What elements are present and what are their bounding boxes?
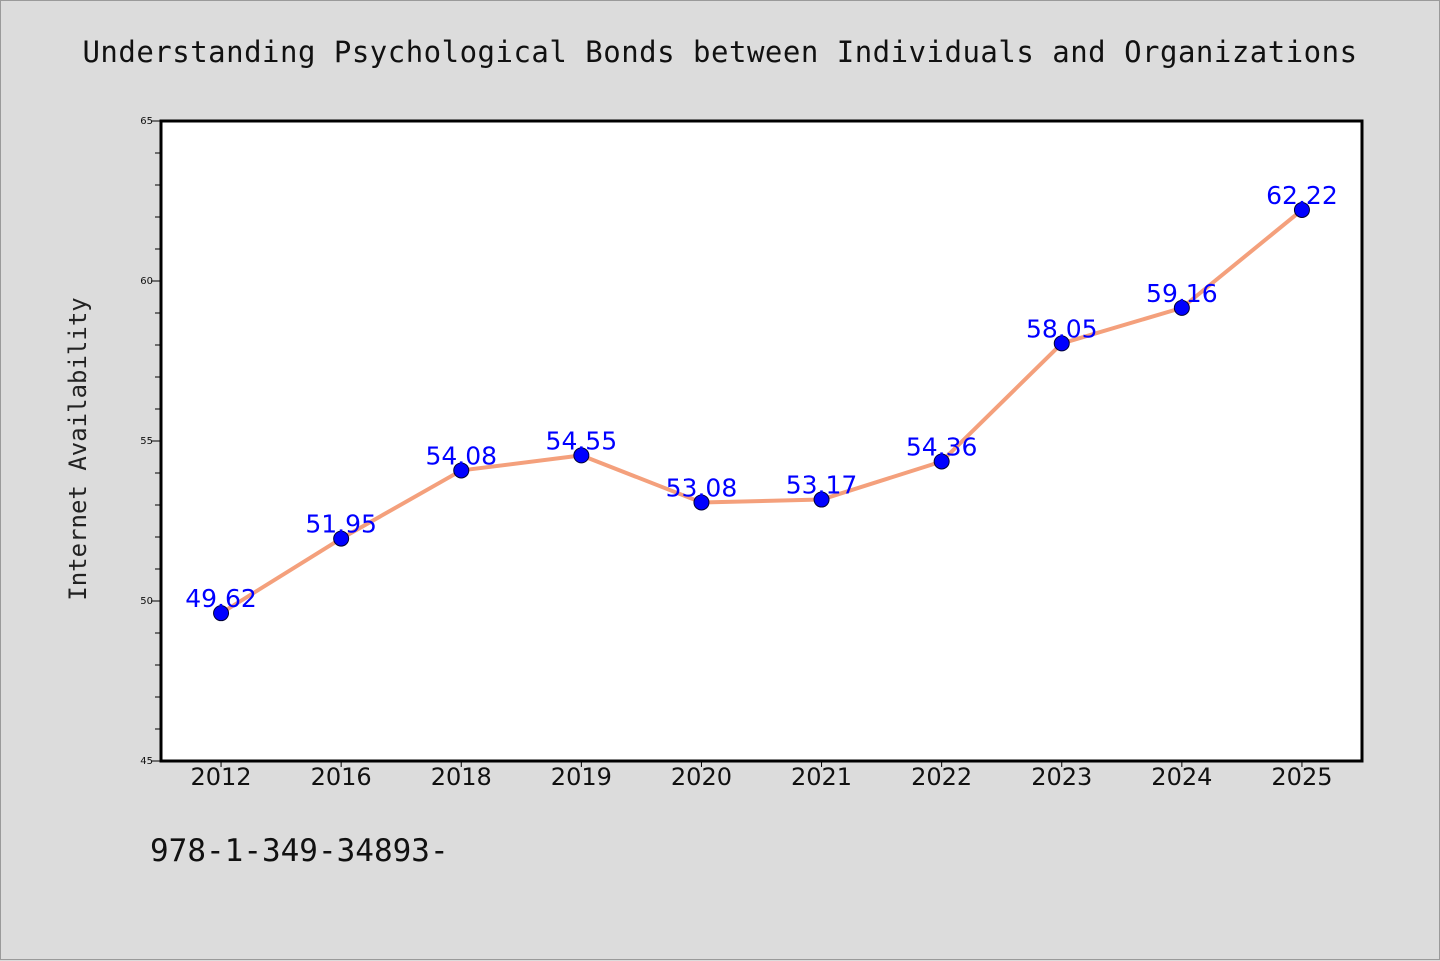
data-label: 51.95 (305, 510, 377, 539)
x-tick-label: 2024 (1151, 763, 1212, 791)
data-point (933, 453, 950, 470)
x-tick-label: 2021 (791, 763, 852, 791)
data-point (693, 494, 710, 511)
plot-area (159, 119, 1364, 763)
x-tick-label: 2016 (311, 763, 372, 791)
data-point (1053, 335, 1070, 352)
x-tick-label: 2022 (911, 763, 972, 791)
data-label: 54.36 (906, 432, 978, 461)
data-label: 53.08 (666, 473, 738, 502)
chart-title: Understanding Psychological Bonds betwee… (82, 35, 1358, 69)
x-tick-label: 2025 (1271, 763, 1332, 791)
y-axis: 45 50 55 60 65 (140, 116, 161, 767)
y-axis-label: Internet Availability (64, 297, 92, 600)
data-point (1293, 201, 1310, 218)
data-label: 54.08 (425, 441, 497, 470)
y-tick-label: 50 (140, 596, 153, 607)
data-point (813, 491, 830, 508)
x-tick-label: 2023 (1031, 763, 1092, 791)
y-tick-label: 45 (140, 756, 153, 767)
y-tick-label: 60 (140, 276, 153, 287)
data-label: 54.55 (546, 426, 618, 455)
x-axis: 2012 2016 2018 2019 2020 2021 2022 2023 2024 2025 (191, 761, 1332, 791)
data-point (333, 530, 350, 547)
data-point (213, 605, 230, 622)
isbn-code: 978-1-349-34893- (150, 833, 449, 869)
data-labels: 49.62 51.95 54.08 54.55 53.08 53.17 54.36 58.05… (185, 181, 1337, 613)
data-series (213, 201, 1310, 622)
data-label: 49.62 (185, 584, 257, 613)
x-tick-label: 2012 (191, 763, 252, 791)
data-label: 58.05 (1026, 314, 1098, 343)
data-point (453, 462, 470, 479)
y-tick-label: 55 (140, 436, 153, 447)
x-tick-label: 2018 (431, 763, 492, 791)
data-point (1173, 299, 1190, 316)
data-label: 53.17 (786, 471, 858, 500)
y-tick-label: 65 (140, 116, 153, 127)
data-label: 62.22 (1266, 181, 1338, 210)
x-tick-label: 2019 (551, 763, 612, 791)
series-line (219, 208, 1304, 615)
x-tick-label: 2020 (671, 763, 732, 791)
data-point (573, 447, 590, 464)
data-label: 59.16 (1146, 279, 1218, 308)
